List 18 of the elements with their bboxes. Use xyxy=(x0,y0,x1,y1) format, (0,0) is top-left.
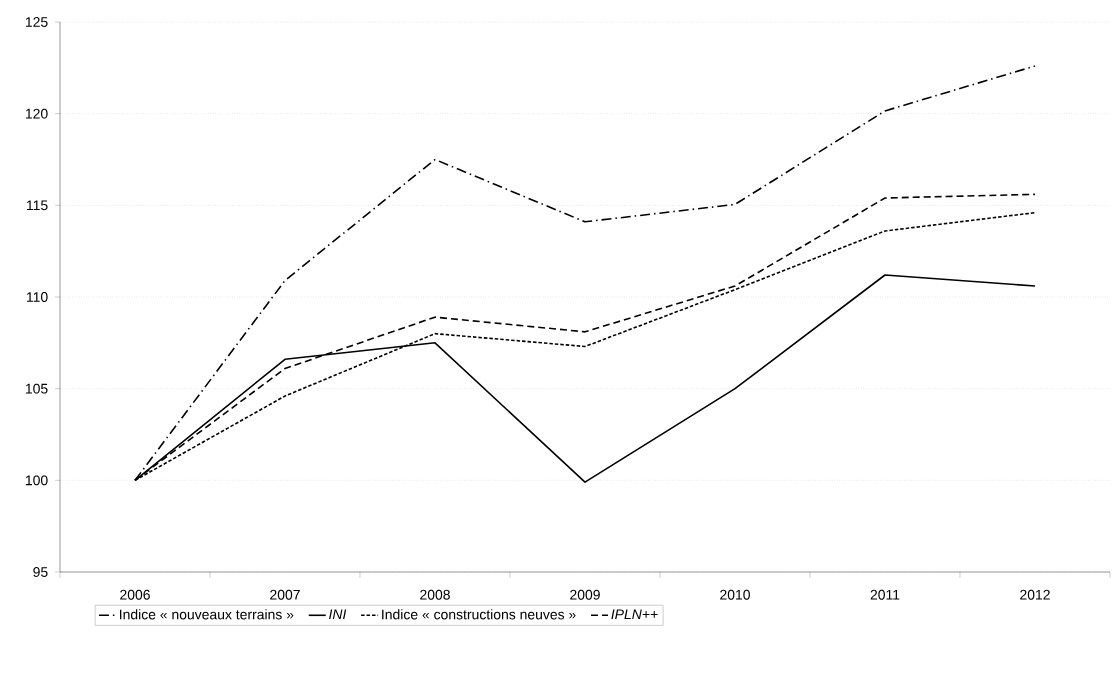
y-tick-label: 110 xyxy=(27,292,48,302)
legend-label: IPLN++ xyxy=(611,609,658,620)
x-tick-label: 2007 xyxy=(270,589,300,600)
y-tick-label: 100 xyxy=(25,475,48,486)
x-tick-label: 2008 xyxy=(420,589,450,600)
legend-label: Indice « constructions neuves » xyxy=(382,609,576,620)
y-tick-label: 105 xyxy=(25,383,48,394)
x-tick-label: 2012 xyxy=(1020,589,1050,600)
legend-label: INI xyxy=(329,609,347,620)
y-tick-label: 125 xyxy=(25,17,48,27)
y-tick-label: 115 xyxy=(27,200,48,211)
x-tick-label: 2009 xyxy=(570,589,600,600)
x-tick-label: 2011 xyxy=(870,589,900,600)
y-tick-label: 95 xyxy=(33,567,48,577)
y-tick-label: 120 xyxy=(25,108,48,119)
x-tick-label: 2006 xyxy=(120,589,150,600)
legend-label: Indice « nouveaux terrains » xyxy=(120,609,294,620)
x-tick-label: 2010 xyxy=(720,589,750,600)
